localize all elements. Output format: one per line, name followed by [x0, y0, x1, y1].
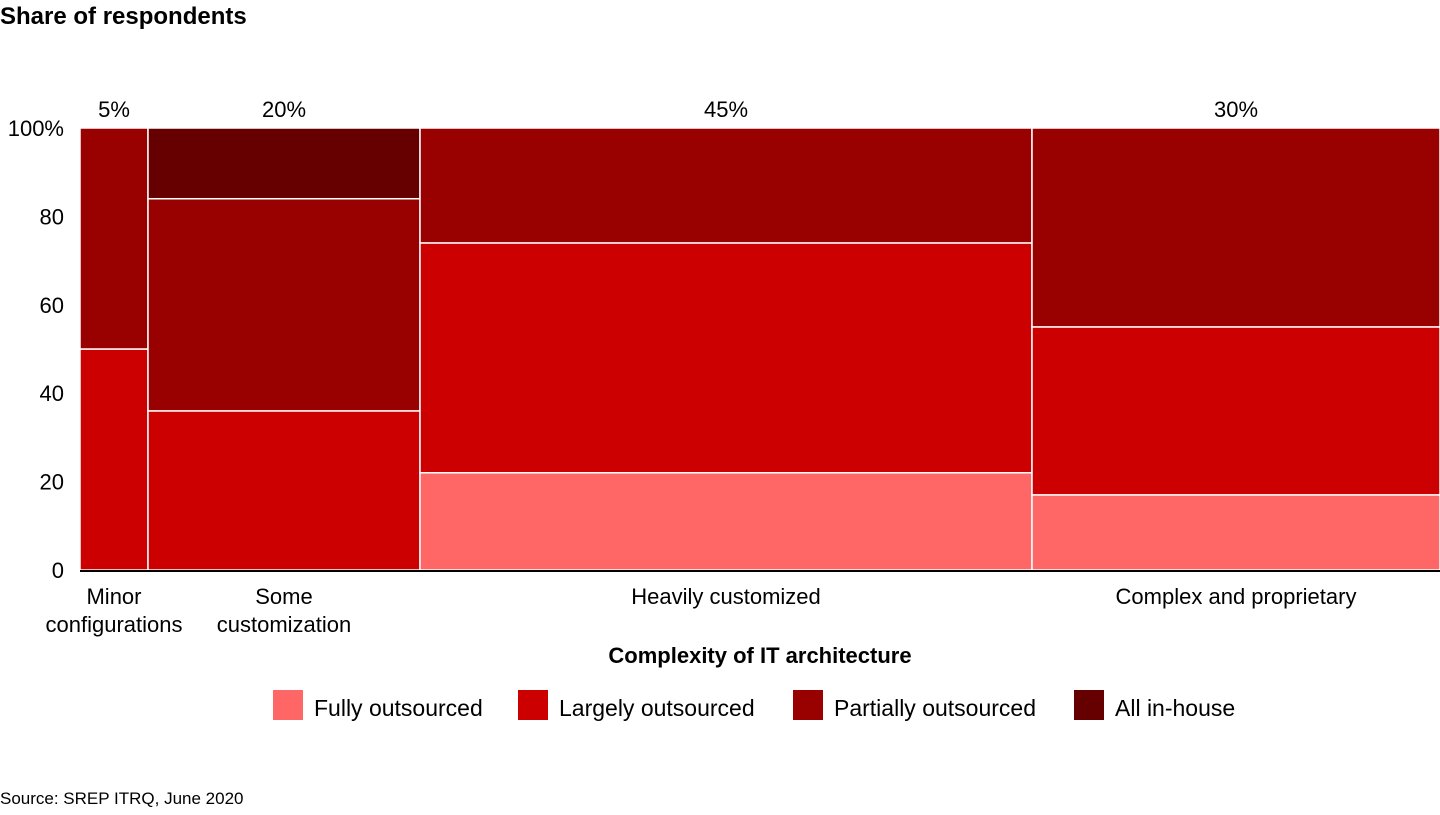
column-share-label: 30% — [1214, 97, 1258, 122]
bar-segment — [79, 127, 149, 350]
legend-label: All in-house — [1115, 695, 1235, 721]
column-share-label: 20% — [262, 97, 306, 122]
bar-segment — [147, 127, 421, 200]
legend-label: Largely outsourced — [559, 695, 755, 721]
category-label: Minor configurations — [46, 584, 183, 637]
bar-segment — [1031, 127, 1440, 328]
bar-segment — [147, 197, 421, 412]
category-label-line: Complex and proprietary — [1116, 584, 1357, 609]
category-label: Some customization — [217, 584, 352, 637]
bar-segment — [1031, 494, 1440, 571]
x-axis: Minor configurations Some customization Heav… — [46, 570, 1440, 637]
y-tick-label: 20 — [40, 470, 64, 495]
bar-segment — [1031, 326, 1440, 496]
category-label: Heavily customized — [631, 584, 821, 609]
category-label-line: configurations — [46, 612, 183, 637]
legend-swatch — [793, 690, 823, 720]
y-tick-label: 80 — [40, 204, 64, 229]
legend-swatch — [273, 690, 303, 720]
legend-label: Partially outsourced — [834, 695, 1036, 721]
legend-swatch — [518, 690, 548, 720]
plot-area: 5% 20% 45% 30% — [79, 97, 1440, 571]
y-tick-label: 100% — [8, 116, 64, 141]
chart-title: Share of respondents — [0, 3, 247, 30]
category-label-line: Heavily customized — [631, 584, 821, 609]
category-label-line: Minor — [86, 584, 141, 609]
bar-segment — [419, 472, 1033, 571]
legend-label: Fully outsourced — [314, 695, 483, 721]
bar-segment — [419, 242, 1033, 474]
x-axis-label: Complexity of IT architecture — [608, 643, 911, 668]
y-tick-label: 0 — [52, 558, 64, 583]
bar-segment — [419, 127, 1033, 244]
y-axis: 0 20 40 60 80 100% — [8, 116, 64, 583]
legend-swatch — [1074, 690, 1104, 720]
column-share-label: 45% — [704, 97, 748, 122]
category-label-line: customization — [217, 612, 352, 637]
column-share-label: 5% — [98, 97, 130, 122]
y-tick-label: 40 — [40, 381, 64, 406]
legend: Fully outsourced Largely outsourced Partia… — [273, 690, 1235, 721]
bar-segment — [147, 410, 421, 571]
category-label: Complex and proprietary — [1116, 584, 1357, 609]
source-note: Source: SREP ITRQ, June 2020 — [0, 789, 243, 808]
category-label-line: Some — [255, 584, 312, 609]
y-tick-label: 60 — [40, 293, 64, 318]
bar-segment — [79, 348, 149, 571]
